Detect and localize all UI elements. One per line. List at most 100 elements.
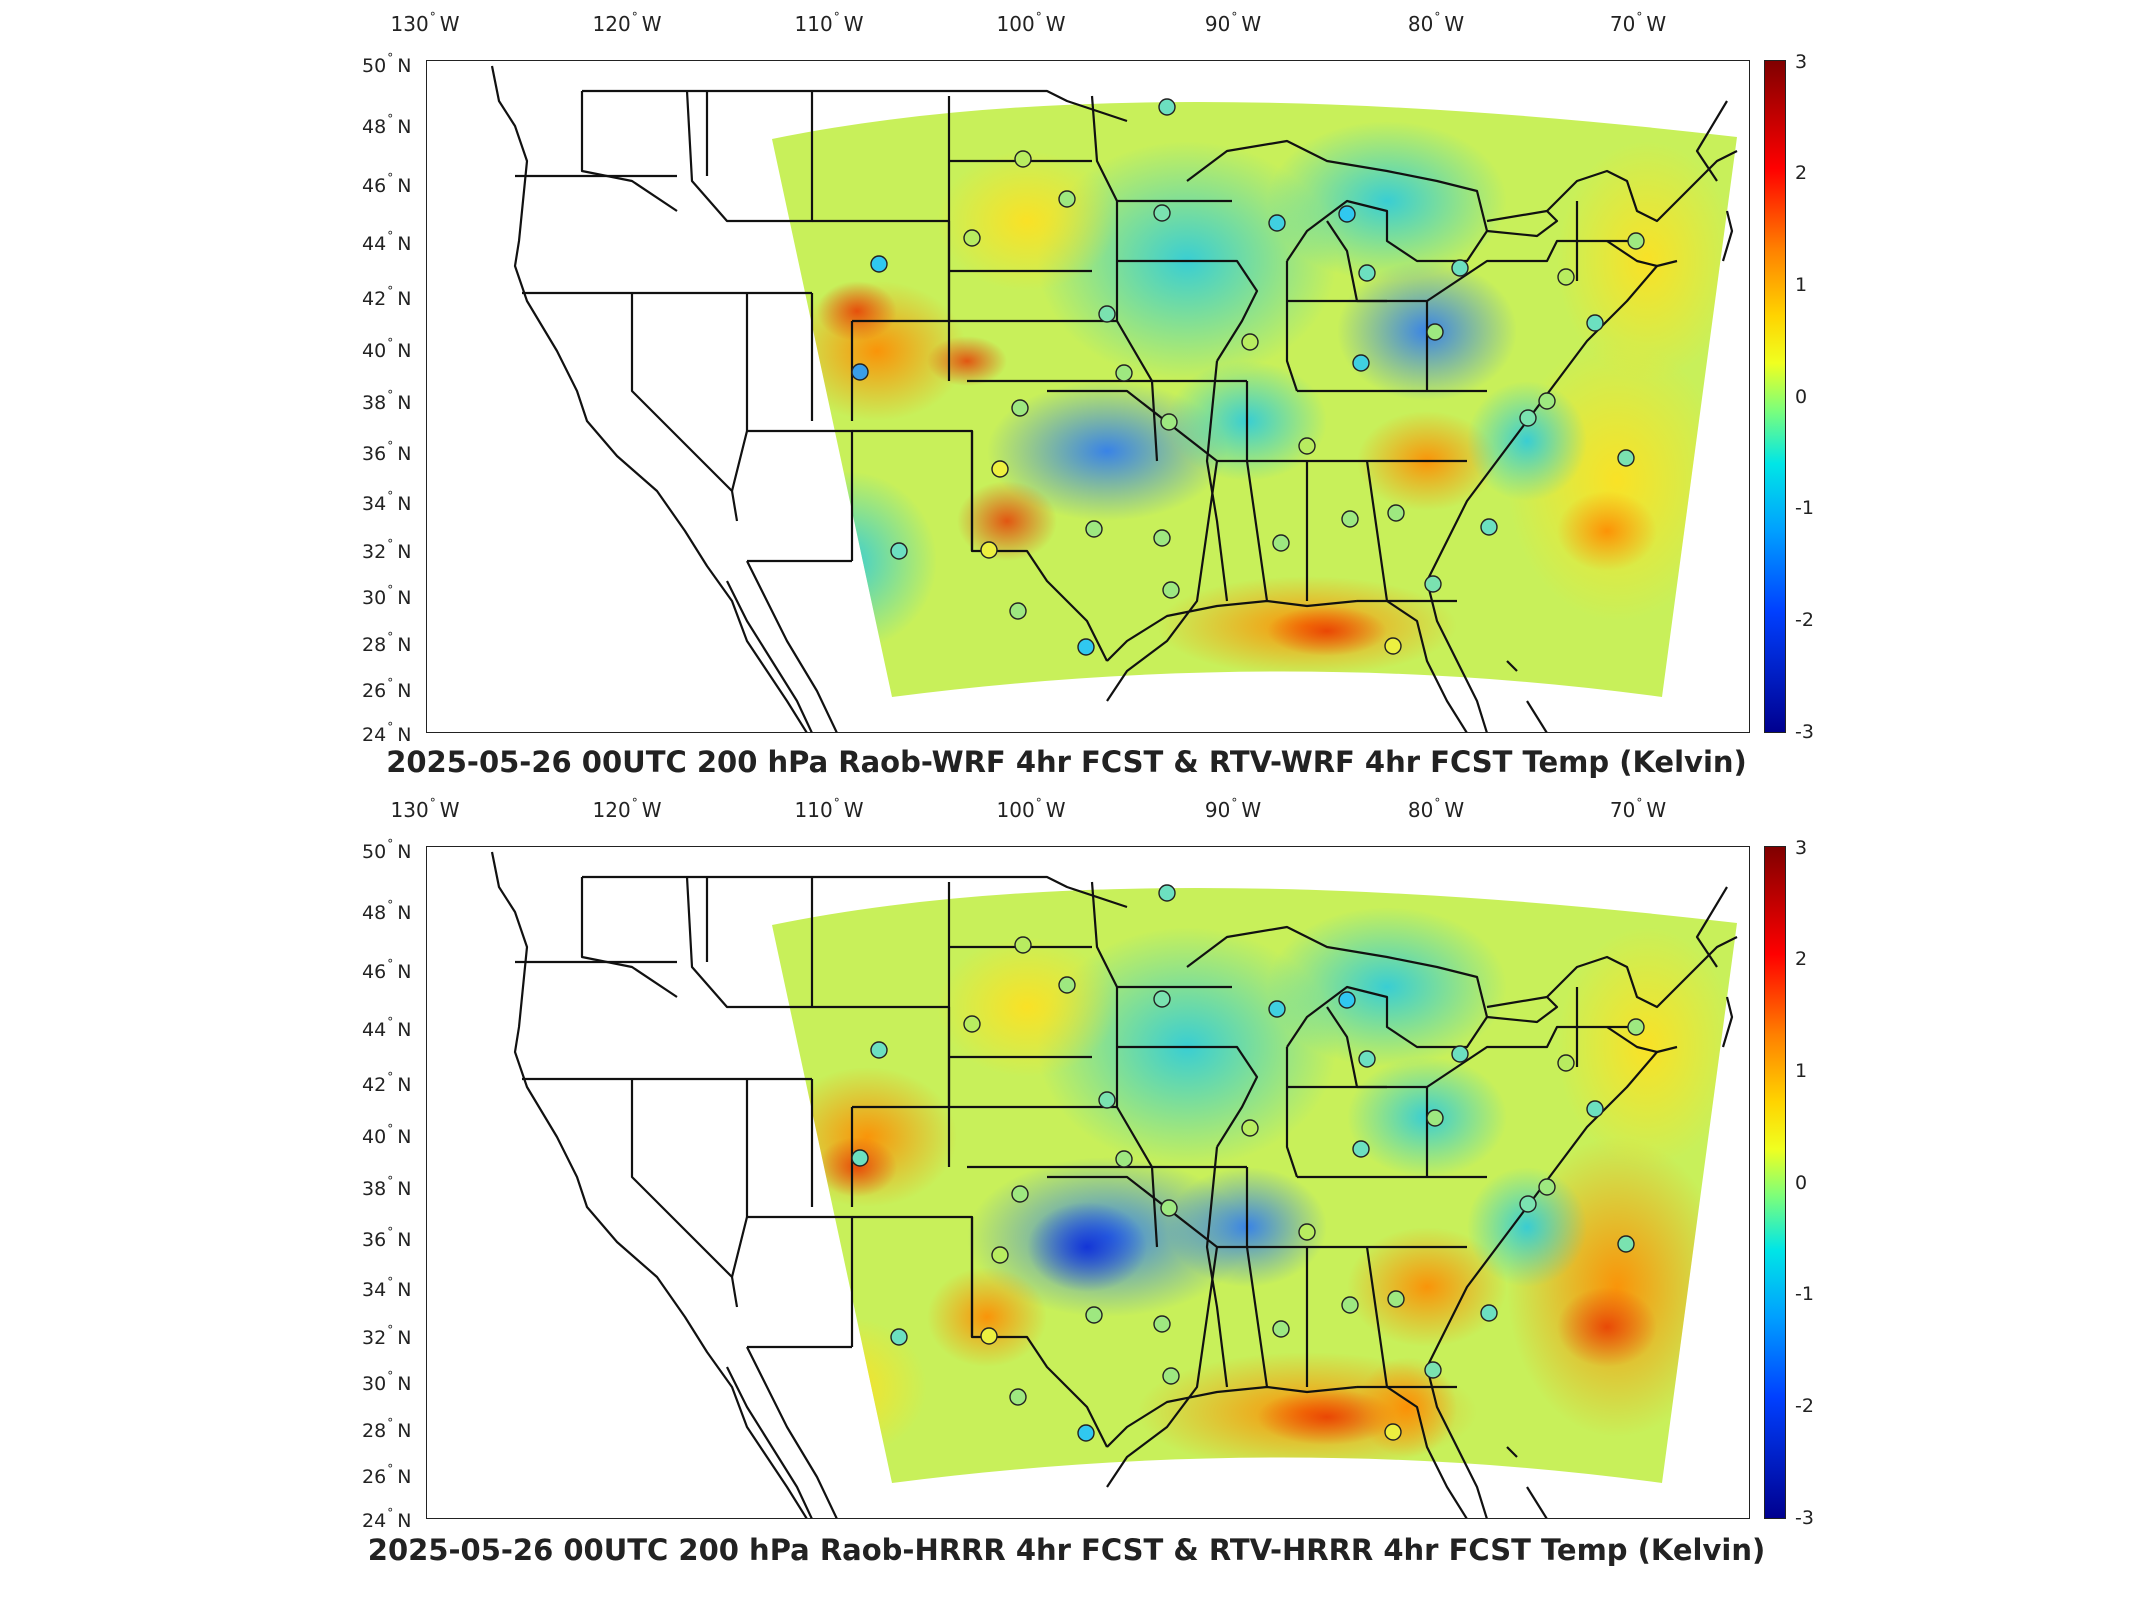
station-marker bbox=[1519, 409, 1537, 427]
lon-tick-70: 70° W bbox=[1609, 10, 1667, 36]
station-marker bbox=[1426, 323, 1444, 341]
lat-tick-48: 48° N bbox=[362, 898, 412, 924]
station-marker bbox=[890, 1328, 908, 1346]
map-plot-area bbox=[426, 60, 1750, 733]
station-marker bbox=[851, 363, 869, 381]
station-marker bbox=[1153, 529, 1171, 547]
station-marker bbox=[1627, 232, 1645, 250]
colorbar-tick: -3 bbox=[1795, 1507, 1814, 1529]
station-marker bbox=[1268, 214, 1286, 232]
station-marker bbox=[1115, 364, 1133, 382]
map-panel-wrf: 130° W 120° W 110° W 100° W 90° W 80° W 70° W 5… bbox=[0, 0, 2133, 790]
station-marker bbox=[1158, 98, 1176, 116]
station-marker bbox=[1009, 1388, 1027, 1406]
station-marker bbox=[1098, 1091, 1116, 1109]
temperature-difference-field bbox=[772, 887, 1737, 1483]
station-marker bbox=[1627, 1018, 1645, 1036]
station-marker bbox=[991, 460, 1009, 478]
station-marker bbox=[1160, 413, 1178, 431]
lon-tick-100: 100° W bbox=[996, 796, 1066, 822]
station-marker bbox=[1557, 268, 1575, 286]
station-marker bbox=[1153, 204, 1171, 222]
station-marker bbox=[1009, 602, 1027, 620]
lat-tick-34: 34° N bbox=[362, 1275, 412, 1301]
lat-tick-48: 48° N bbox=[362, 112, 412, 138]
lon-tick-80: 80° W bbox=[1407, 796, 1465, 822]
lat-tick-32: 32° N bbox=[362, 1323, 412, 1349]
colorbar-tick: -1 bbox=[1795, 497, 1814, 519]
map-plot-area bbox=[426, 846, 1750, 1519]
lon-tick-80: 80° W bbox=[1407, 10, 1465, 36]
lon-tick-110: 110° W bbox=[794, 796, 864, 822]
lat-tick-42: 42° N bbox=[362, 1070, 412, 1096]
station-marker bbox=[1272, 534, 1290, 552]
map-canvas bbox=[490, 65, 1738, 732]
lat-tick-36: 36° N bbox=[362, 439, 412, 465]
station-marker bbox=[1077, 638, 1095, 656]
lat-tick-42: 42° N bbox=[362, 284, 412, 310]
station-marker bbox=[1480, 518, 1498, 536]
station-marker bbox=[1617, 1235, 1635, 1253]
station-marker bbox=[1298, 1223, 1316, 1241]
station-marker bbox=[1451, 259, 1469, 277]
station-marker bbox=[1424, 1361, 1442, 1379]
station-marker bbox=[1519, 1195, 1537, 1213]
lat-tick-28: 28° N bbox=[362, 630, 412, 656]
station-marker bbox=[1085, 520, 1103, 538]
station-marker bbox=[1384, 637, 1402, 655]
colorbar-tick: 0 bbox=[1795, 386, 1808, 408]
station-marker bbox=[1387, 1290, 1405, 1308]
station-marker bbox=[870, 255, 888, 273]
station-marker bbox=[1058, 190, 1076, 208]
station-marker bbox=[870, 1041, 888, 1059]
station-marker bbox=[1338, 991, 1356, 1009]
station-marker bbox=[1352, 354, 1370, 372]
station-marker bbox=[1268, 1000, 1286, 1018]
station-marker bbox=[1115, 1150, 1133, 1168]
station-marker bbox=[1538, 1178, 1556, 1196]
lat-tick-34: 34° N bbox=[362, 489, 412, 515]
station-marker bbox=[1424, 575, 1442, 593]
station-marker bbox=[1153, 1315, 1171, 1333]
lat-tick-24: 24° N bbox=[362, 1506, 412, 1532]
raob-stations bbox=[851, 884, 1645, 1442]
lon-tick-90: 90° W bbox=[1204, 10, 1262, 36]
lon-tick-130: 130° W bbox=[390, 10, 460, 36]
colorbar-tick: 0 bbox=[1795, 1172, 1808, 1194]
lat-tick-50: 50° N bbox=[362, 51, 412, 77]
lat-tick-36: 36° N bbox=[362, 1225, 412, 1251]
lon-tick-120: 120° W bbox=[592, 796, 662, 822]
raob-stations bbox=[851, 98, 1645, 656]
station-marker bbox=[1014, 936, 1032, 954]
lat-tick-44: 44° N bbox=[362, 229, 412, 255]
lat-tick-40: 40° N bbox=[362, 336, 412, 362]
station-marker bbox=[1160, 1199, 1178, 1217]
station-marker bbox=[980, 541, 998, 559]
station-marker bbox=[1557, 1054, 1575, 1072]
station-marker bbox=[1617, 449, 1635, 467]
lat-tick-40: 40° N bbox=[362, 1122, 412, 1148]
station-marker bbox=[1387, 504, 1405, 522]
station-marker bbox=[1011, 399, 1029, 417]
lat-tick-28: 28° N bbox=[362, 1416, 412, 1442]
lon-tick-100: 100° W bbox=[996, 10, 1066, 36]
lon-tick-120: 120° W bbox=[592, 10, 662, 36]
station-marker bbox=[1426, 1109, 1444, 1127]
station-marker bbox=[1480, 1304, 1498, 1322]
station-marker bbox=[963, 229, 981, 247]
lon-tick-90: 90° W bbox=[1204, 796, 1262, 822]
station-marker bbox=[1162, 581, 1180, 599]
station-marker bbox=[851, 1149, 869, 1167]
lat-tick-38: 38° N bbox=[362, 388, 412, 414]
station-marker bbox=[1098, 305, 1116, 323]
station-marker bbox=[890, 542, 908, 560]
colorbar-tick: -3 bbox=[1795, 721, 1814, 743]
lat-tick-26: 26° N bbox=[362, 1462, 412, 1488]
colorbar-tick: 3 bbox=[1795, 837, 1808, 859]
station-marker bbox=[1162, 1367, 1180, 1385]
station-marker bbox=[1153, 990, 1171, 1008]
station-marker bbox=[991, 1246, 1009, 1264]
station-marker bbox=[1384, 1423, 1402, 1441]
lat-tick-26: 26° N bbox=[362, 676, 412, 702]
station-marker bbox=[1341, 1296, 1359, 1314]
